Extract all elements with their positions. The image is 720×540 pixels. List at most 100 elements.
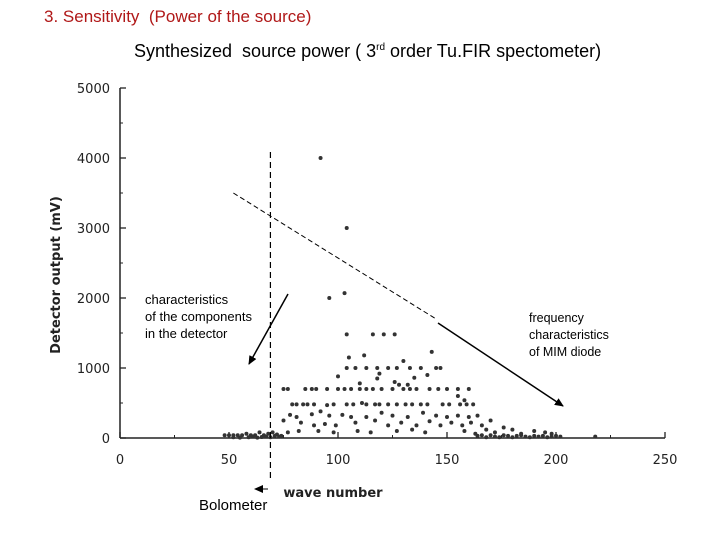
- data-point: [309, 387, 314, 391]
- data-point: [510, 427, 515, 432]
- data-point: [471, 402, 476, 407]
- data-point: [455, 387, 460, 391]
- y-tick-label: 1000: [77, 362, 110, 377]
- data-point: [373, 402, 378, 407]
- data-point: [288, 412, 293, 417]
- data-point: [466, 387, 471, 391]
- data-point: [362, 353, 367, 358]
- data-point: [237, 435, 242, 440]
- data-point: [418, 366, 423, 370]
- data-point: [540, 433, 545, 438]
- data-point: [492, 430, 497, 435]
- data-point: [325, 387, 330, 391]
- data-point: [425, 402, 430, 407]
- x-tick-label: 200: [544, 453, 569, 468]
- data-point: [532, 429, 537, 433]
- data-point: [412, 375, 417, 380]
- data-point: [379, 410, 384, 415]
- data-point: [364, 387, 369, 391]
- data-point: [425, 373, 430, 377]
- data-point: [290, 402, 295, 407]
- data-point: [497, 435, 502, 440]
- data-point: [272, 433, 277, 438]
- chart-title-tail: order Tu.FIR spectometer): [385, 41, 602, 61]
- y-tick-label: 3000: [77, 222, 110, 237]
- data-point: [455, 413, 460, 418]
- data-point: [231, 435, 236, 440]
- data-point: [421, 410, 426, 415]
- data-point: [462, 398, 467, 403]
- data-point: [357, 381, 362, 386]
- data-point: [392, 332, 397, 337]
- data-point: [312, 423, 317, 428]
- data-point: [264, 434, 269, 439]
- y-tick-label: 4000: [77, 152, 110, 167]
- data-point: [401, 387, 406, 391]
- data-point: [403, 402, 408, 407]
- data-point: [344, 402, 349, 407]
- plot-axes: [119, 88, 665, 439]
- data-point: [434, 413, 439, 418]
- data-point: [423, 430, 428, 435]
- data-point: [325, 403, 330, 408]
- data-point: [429, 349, 434, 354]
- data-point: [554, 433, 558, 438]
- data-point: [407, 366, 412, 370]
- y-tick-label: 2000: [77, 292, 110, 307]
- data-point: [368, 430, 373, 435]
- data-point: [501, 425, 506, 430]
- data-point: [479, 433, 484, 438]
- data-point: [462, 429, 467, 433]
- data-point: [316, 429, 321, 433]
- data-point: [445, 415, 449, 419]
- data-point: [514, 433, 519, 438]
- data-point: [593, 434, 598, 439]
- data-point: [250, 434, 255, 439]
- data-point: [312, 402, 317, 407]
- data-point: [359, 401, 364, 405]
- data-point: [370, 332, 375, 337]
- chart-title-main: Synthesized source power ( 3: [134, 41, 377, 61]
- data-point: [246, 435, 251, 440]
- data-point: [475, 433, 480, 438]
- data-point: [523, 434, 528, 439]
- data-point: [344, 226, 349, 230]
- chart-guides: [233, 152, 564, 493]
- x-tick-label: 250: [653, 453, 678, 468]
- data-point: [543, 430, 548, 435]
- data-point: [386, 402, 391, 407]
- data-point: [296, 429, 301, 433]
- data-point: [532, 433, 537, 438]
- data-point: [364, 402, 369, 407]
- data-point: [364, 415, 369, 419]
- data-point: [314, 387, 319, 391]
- data-point: [349, 415, 354, 419]
- data-point: [255, 435, 260, 440]
- data-point: [445, 387, 449, 391]
- data-point: [318, 409, 323, 414]
- data-point: [336, 374, 340, 379]
- data-point: [227, 433, 231, 438]
- data-point: [440, 402, 445, 407]
- data-point: [414, 387, 419, 391]
- data-point: [549, 434, 554, 439]
- data-point: [394, 402, 399, 407]
- data-point: [427, 387, 432, 391]
- data-point: [344, 332, 349, 337]
- data-point: [340, 412, 345, 417]
- data-point: [536, 434, 541, 439]
- arrow-mim: [437, 322, 564, 407]
- data-point: [479, 423, 484, 428]
- data-point: [257, 430, 262, 435]
- data-point: [244, 431, 249, 436]
- x-tick-label: 150: [435, 453, 460, 468]
- data-point: [318, 156, 323, 160]
- data-point: [407, 387, 412, 391]
- data-point: [294, 415, 299, 419]
- data-point: [558, 434, 563, 439]
- data-points: [222, 156, 598, 440]
- data-point: [390, 413, 395, 418]
- data-point: [484, 427, 489, 432]
- data-point: [386, 366, 391, 370]
